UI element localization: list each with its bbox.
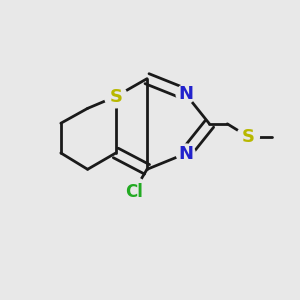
Text: S: S (242, 128, 255, 146)
Circle shape (104, 85, 127, 108)
Circle shape (176, 85, 195, 104)
Circle shape (119, 177, 148, 206)
Text: S: S (109, 88, 122, 106)
Circle shape (237, 125, 260, 148)
Text: N: N (178, 85, 193, 103)
Text: Cl: Cl (125, 183, 142, 201)
Text: N: N (178, 145, 193, 163)
Circle shape (176, 144, 195, 163)
